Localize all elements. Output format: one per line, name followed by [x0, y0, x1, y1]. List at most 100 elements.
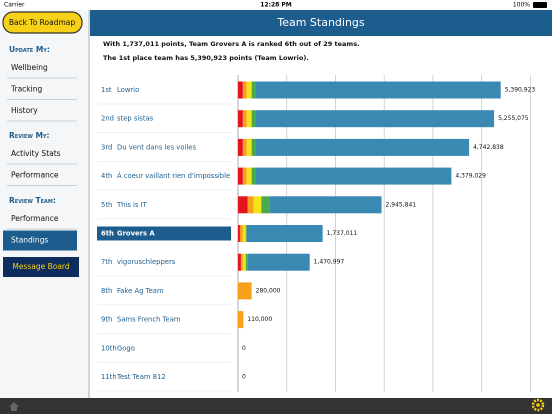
team-name: À coeur vaillant rien d'impossible — [117, 171, 230, 180]
total-label: 280,000 — [256, 287, 281, 294]
menu-item[interactable]: Activity Stats — [11, 149, 61, 158]
time: 12:28 PM — [260, 2, 292, 9]
team-name: step sistas — [117, 115, 154, 123]
settings-icon-core[interactable] — [536, 403, 540, 407]
rank: 5th — [101, 201, 112, 209]
total-label: 1,737,011 — [327, 230, 358, 237]
rank: 1st — [101, 86, 112, 94]
bar-segment — [242, 110, 247, 128]
section-title: Update My: — [9, 45, 50, 54]
bar-segment — [238, 282, 252, 300]
bar-segment — [245, 225, 247, 242]
bar-segment — [238, 311, 244, 329]
bar-segment — [242, 81, 247, 99]
bar-segment — [269, 196, 382, 214]
sidebar — [0, 10, 88, 398]
bar-segment — [251, 138, 256, 156]
team-name: Fake Ag Team — [117, 287, 164, 295]
total-label: 0 — [242, 374, 246, 381]
bar-segment — [238, 253, 241, 271]
back-button[interactable] — [2, 11, 83, 34]
total-label: 5,255,075 — [498, 115, 529, 122]
message-board-button[interactable] — [3, 257, 79, 277]
bar-segment — [238, 81, 243, 99]
bar-segment — [251, 110, 256, 128]
menu-item[interactable]: History — [11, 106, 38, 115]
bar-segment — [242, 138, 247, 156]
sidebar-border — [88, 10, 90, 398]
total-label: 0 — [242, 345, 246, 352]
bar-segment — [251, 81, 256, 99]
bar-segment — [242, 253, 246, 271]
total-label: 4,379,029 — [455, 173, 486, 180]
rank: 10th — [101, 344, 117, 352]
bar-segment — [255, 167, 452, 185]
selected-item-bg[interactable] — [3, 230, 77, 251]
team-name: Grovers A — [117, 230, 155, 238]
header-bar — [90, 10, 552, 36]
bar-segment — [246, 225, 323, 242]
menu-item[interactable]: Standings — [11, 236, 48, 245]
carrier: Carrier — [4, 2, 25, 9]
rank: 3rd — [101, 143, 112, 151]
rank: 6th — [101, 230, 114, 238]
rank: 2nd — [101, 115, 114, 123]
total-label: 2,945,841 — [386, 201, 417, 208]
bar-segment — [240, 253, 243, 271]
rank: 9th — [101, 316, 112, 324]
menu-item[interactable]: Tracking — [10, 85, 42, 94]
toolbar — [0, 398, 552, 414]
bar-segment — [255, 110, 495, 128]
total-label: 4,742,838 — [473, 144, 504, 151]
team-name: Du vent dans les voiles — [117, 143, 196, 151]
home-icon[interactable] — [9, 402, 19, 411]
bar-segment — [242, 225, 246, 242]
bar-segment — [246, 167, 252, 185]
settings-icon[interactable] — [531, 398, 545, 412]
menu-item[interactable]: Wellbeing — [11, 63, 48, 72]
bar-segment — [238, 167, 243, 185]
team-name: Sams French Team — [117, 316, 181, 324]
bar-segment — [238, 138, 243, 156]
section-title: Review My: — [9, 131, 50, 140]
team-name: vigoruschleppers — [117, 258, 176, 266]
total-label: 1,470,997 — [314, 259, 345, 266]
bar-segment — [238, 225, 240, 242]
bar-segment — [255, 138, 470, 156]
bar-segment — [246, 138, 252, 156]
team-name: Lowrio — [117, 86, 139, 94]
bar-segment — [242, 167, 247, 185]
rank: 7th — [101, 258, 112, 266]
battery-icon — [533, 2, 547, 8]
team-name: This is IT — [116, 201, 148, 209]
bar-segment — [247, 253, 310, 271]
bar-segment — [246, 110, 252, 128]
bar-segment — [255, 81, 501, 99]
menu-item[interactable]: Performance — [11, 214, 59, 223]
total-label: 110,000 — [247, 316, 272, 323]
highlight-row — [97, 226, 231, 241]
bar-segment — [238, 196, 248, 214]
menu-item[interactable]: Performance — [11, 171, 59, 180]
bar-segment — [238, 110, 243, 128]
rank: 4th — [101, 172, 112, 180]
rank: 8th — [101, 287, 112, 295]
team-name: Test Team 812 — [116, 373, 166, 381]
bar-segment — [251, 167, 256, 185]
header-title: Team Standings — [276, 16, 365, 29]
total-label: 5,390,923 — [505, 87, 536, 94]
bar-segment — [247, 196, 254, 214]
rank: 11th — [101, 373, 117, 381]
summary-line: The 1st place team has 5,390,923 points … — [103, 54, 309, 62]
bar-segment — [246, 81, 252, 99]
section-title: Review Team: — [9, 196, 56, 205]
bar-segment — [239, 225, 243, 242]
message-board-label[interactable]: Message Board — [12, 262, 70, 271]
bar-segment — [245, 253, 248, 271]
bar-segment — [253, 196, 262, 214]
bar-segment — [261, 196, 270, 214]
team-name: Gogo — [117, 344, 135, 352]
back-button-label[interactable]: Back To Roadmap — [9, 18, 76, 27]
summary-line: With 1,737,011 points, Team Grovers A is… — [103, 40, 360, 48]
